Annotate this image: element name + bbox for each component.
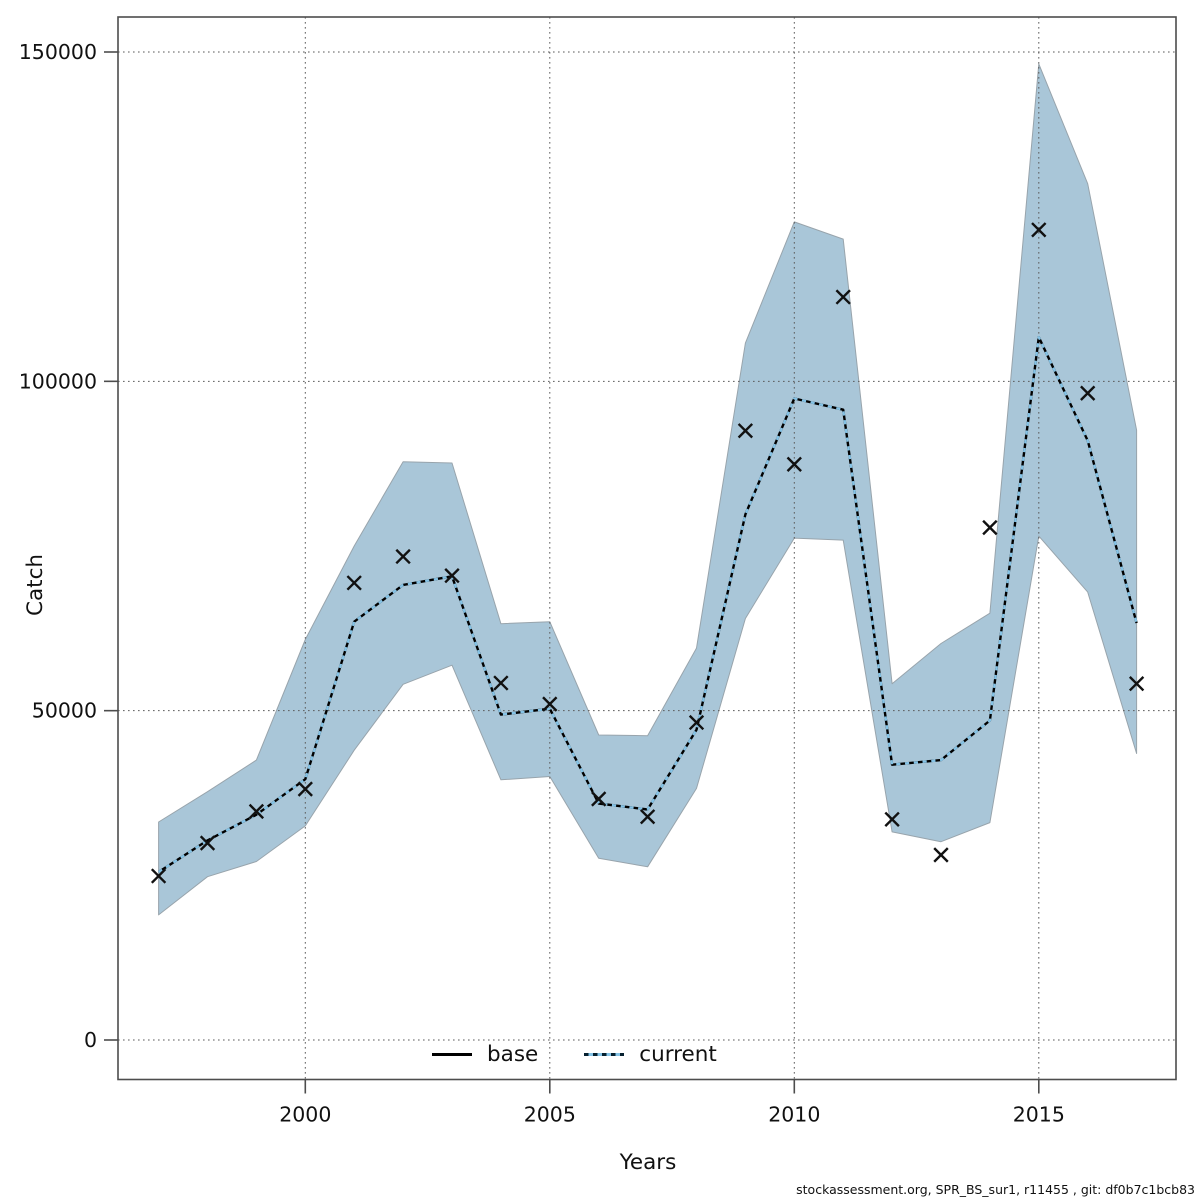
observation-marker	[688, 714, 705, 731]
legend-item-base: base	[432, 1042, 538, 1067]
legend-key-current-line	[584, 1053, 625, 1056]
legend-item-current: current	[584, 1042, 717, 1067]
observation-marker	[591, 791, 607, 807]
legend-label-current: current	[639, 1042, 717, 1067]
plot-frame	[117, 16, 1177, 1081]
legend-key-base-line	[432, 1053, 472, 1056]
x-tick-label: 2005	[524, 1103, 576, 1127]
y-tick-label: 100000	[19, 369, 97, 393]
observation-marker	[150, 868, 167, 884]
observation-marker	[639, 809, 656, 825]
observation-marker	[933, 847, 949, 863]
current-line	[157, 336, 1138, 874]
observation-marker	[786, 456, 802, 472]
x-tick-label: 2010	[768, 1103, 820, 1127]
x-axis-title: Years	[619, 1150, 677, 1175]
observation-marker	[297, 781, 313, 797]
y-axis-title: Catch	[23, 553, 48, 617]
observation-marker	[1080, 385, 1096, 401]
observation-marker	[737, 423, 754, 439]
observation-marker	[542, 696, 558, 712]
observation-marker	[1031, 222, 1047, 238]
observation-marker	[1128, 676, 1145, 692]
observation-marker	[199, 835, 216, 851]
observation-marker	[982, 519, 998, 536]
y-tick-label: 50000	[32, 699, 97, 723]
observation-marker	[444, 567, 460, 584]
observation-marker	[346, 575, 362, 591]
x-tick-label: 2015	[1013, 1103, 1065, 1127]
observation-marker	[493, 675, 509, 691]
y-tick-label: 0	[84, 1028, 97, 1052]
observation-marker	[884, 811, 900, 827]
confidence-band	[158, 63, 1138, 916]
observation-marker	[248, 803, 265, 820]
observation-marker	[835, 289, 851, 305]
footer-attribution: stockassessment.org, SPR_BS_sur1, r11455…	[796, 1182, 1195, 1197]
legend: base current	[432, 1042, 717, 1067]
x-tick-label: 2000	[279, 1103, 331, 1127]
y-tick-label: 150000	[19, 40, 97, 64]
observation-marker	[395, 548, 411, 565]
legend-label-base: base	[487, 1042, 539, 1067]
